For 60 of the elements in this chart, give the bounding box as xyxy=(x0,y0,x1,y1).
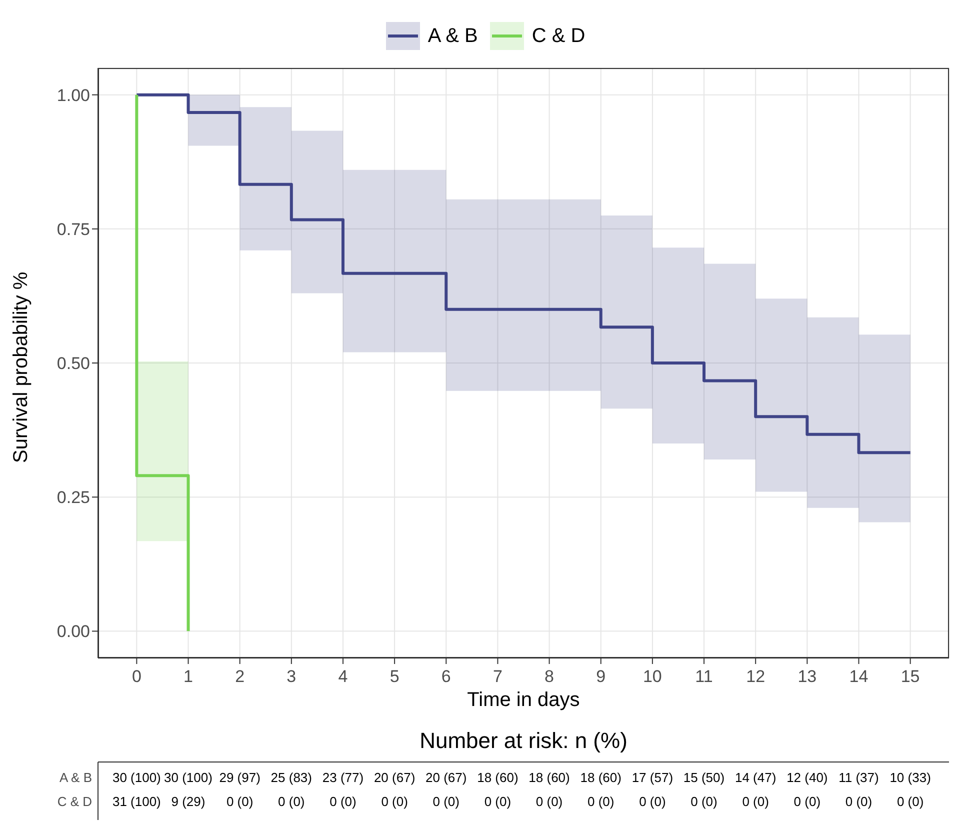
text: 30 (100) xyxy=(112,770,161,785)
text: 0 (0) xyxy=(587,794,614,809)
x-tick-label: 0 xyxy=(132,667,142,686)
y-tick-label: 0.50 xyxy=(56,354,90,374)
text: 0 (0) xyxy=(896,794,924,809)
x-tick-label: 12 xyxy=(746,667,766,686)
x-tick-label: 1 xyxy=(184,667,193,686)
text: 20 (67) xyxy=(374,770,416,785)
x-tick-label: 9 xyxy=(596,667,606,686)
x-tick-label: 15 xyxy=(900,667,920,686)
text: 14 (47) xyxy=(734,770,776,785)
x-tick-label: 8 xyxy=(544,667,554,686)
text: 31 (100) xyxy=(112,794,161,809)
text: 0 (0) xyxy=(794,794,821,809)
text: 11 (37) xyxy=(838,770,879,785)
y-tick-label: 0.25 xyxy=(56,488,90,508)
text: 0 (0) xyxy=(330,794,356,809)
legend-label: C & D xyxy=(532,24,586,48)
text: Number at risk: n (%) xyxy=(420,728,628,753)
category-label: A & B xyxy=(59,770,92,785)
text: 15 (50) xyxy=(683,770,725,785)
text: 0 (0) xyxy=(432,794,460,809)
text: 0 (0) xyxy=(484,794,512,809)
y-tick-label: 0.75 xyxy=(56,220,90,239)
text: 29 (97) xyxy=(219,770,260,785)
text: 18 (60) xyxy=(477,770,518,785)
text: 0 (0) xyxy=(845,794,872,809)
x-axis-title: Time in days xyxy=(467,689,580,711)
text: 25 (83) xyxy=(270,770,312,785)
text: 18 (60) xyxy=(528,770,570,785)
x-tick-label: 5 xyxy=(390,667,400,686)
y-tick-label: 1.00 xyxy=(56,86,90,105)
x-tick-label: 2 xyxy=(235,667,245,686)
text: 18 (60) xyxy=(580,770,622,785)
x-tick-label: 11 xyxy=(695,667,713,686)
text: 0 (0) xyxy=(381,794,408,809)
category-label: C & D xyxy=(57,794,92,809)
x-tick-label: 10 xyxy=(642,667,662,686)
x-tick-label: 4 xyxy=(338,667,348,686)
legend-label: A & B xyxy=(428,24,478,48)
x-tick-label: 7 xyxy=(492,667,502,686)
text: 0 (0) xyxy=(690,794,718,809)
text: 0 (0) xyxy=(742,794,769,809)
text: 20 (67) xyxy=(426,770,467,785)
text: 12 (40) xyxy=(786,770,828,785)
text: 0 (0) xyxy=(226,794,254,809)
text: 9 (29) xyxy=(171,794,206,809)
x-tick-label: 13 xyxy=(798,667,817,686)
x-tick-label: 14 xyxy=(849,667,868,686)
text: 23 (77) xyxy=(322,770,364,785)
text: 0 (0) xyxy=(639,794,666,809)
text: 10 (33) xyxy=(890,770,931,785)
text: 0 (0) xyxy=(278,794,305,809)
text: 17 (57) xyxy=(632,770,674,785)
y-tick-label: 0.00 xyxy=(56,622,90,642)
text: 30 (100) xyxy=(164,770,212,785)
y-axis-title: Survival probability % xyxy=(10,272,32,463)
x-tick-label: 6 xyxy=(441,667,451,686)
x-tick-label: 3 xyxy=(286,667,296,686)
text: 0 (0) xyxy=(536,794,563,809)
